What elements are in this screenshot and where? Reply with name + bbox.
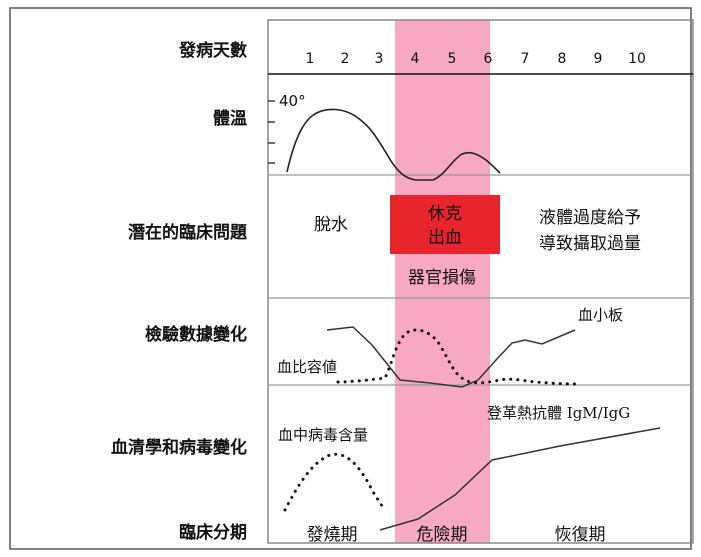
day-label: 5: [448, 51, 457, 67]
antibody-line: [379, 427, 661, 531]
fluid-overload-label-line2: 導致攝取過量: [539, 234, 641, 254]
viremia-label: 血中病毒含量: [278, 426, 368, 444]
hematocrit-label: 血比容値: [277, 358, 337, 376]
dehydration-label: 脫水: [314, 215, 348, 235]
row-label-phases: 臨床分期: [179, 522, 247, 543]
bleeding-label: 出血: [428, 228, 462, 248]
antibody-label: 登革熱抗體 IgM/IgG: [487, 404, 630, 422]
temperature-tick-label: 40°: [279, 92, 306, 110]
shock-label: 休克: [428, 204, 462, 224]
hematocrit-dotted-line: [336, 328, 577, 386]
fluid-overload-label-line1: 液體過度給予: [539, 208, 641, 228]
day-label: 3: [375, 51, 384, 67]
row-label-labs: 檢驗數據變化: [145, 324, 247, 345]
platelet-label: 血小板: [578, 306, 623, 324]
day-label: 1: [306, 51, 315, 67]
critical-phase-band: [395, 20, 490, 543]
day-numbers: 1 2 3 4 5 6 7 8 9 10: [306, 51, 646, 67]
recovery-phase-label: 恢復期: [555, 525, 606, 545]
day-label: 8: [558, 51, 567, 67]
temperature-curve: [286, 108, 501, 181]
day-label: 2: [341, 51, 350, 67]
day-label: 4: [411, 51, 420, 67]
day-label: 6: [484, 51, 493, 67]
outer-border: [9, 7, 692, 550]
organ-damage-label: 器官損傷: [408, 268, 476, 288]
platelet-line: [326, 326, 576, 388]
temperature-axis-ticks: [268, 100, 275, 164]
grid-panel: [267, 19, 694, 544]
row-label-days: 發病天數: [178, 40, 247, 61]
day-label: 7: [521, 51, 530, 67]
row-label-problems: 潛在的臨床問題: [128, 222, 248, 243]
day-label: 10: [628, 51, 646, 67]
shock-bleeding-box: [390, 195, 500, 254]
critical-phase-label: 危險期: [417, 525, 468, 545]
febrile-phase-label: 發燒期: [307, 525, 358, 545]
row-label-serology: 血清學和病毒變化: [111, 437, 247, 458]
viremia-dotted-curve: [283, 452, 385, 512]
day-label: 9: [594, 51, 603, 67]
row-label-temperature: 體溫: [213, 108, 247, 129]
